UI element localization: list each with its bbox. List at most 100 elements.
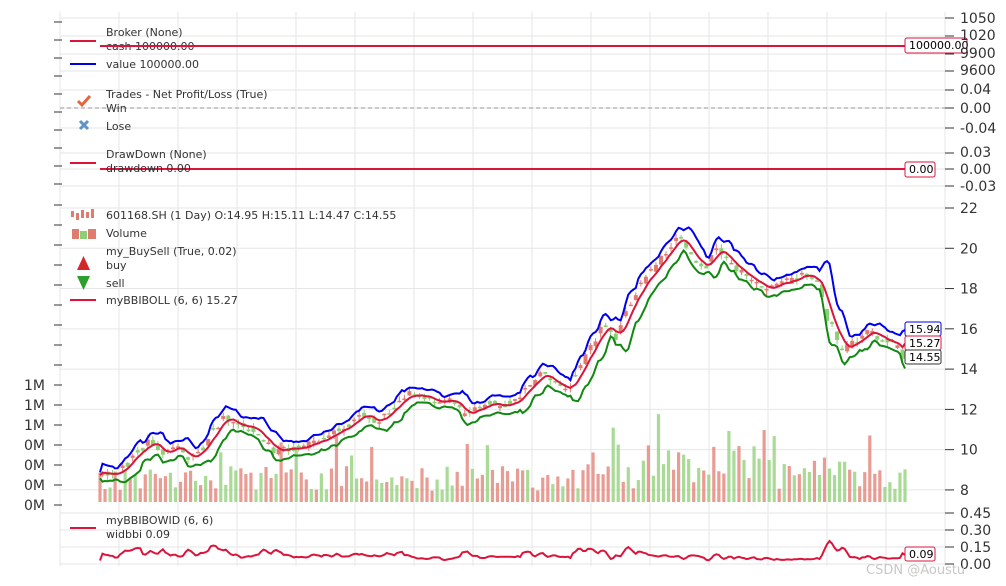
candle-body	[397, 400, 402, 403]
candle-body	[326, 435, 331, 438]
volume-bar	[455, 471, 459, 502]
volume-bar	[858, 486, 862, 502]
candle-body	[266, 442, 271, 444]
price-tick-label: 8	[960, 483, 969, 499]
sell-triangle-icon	[77, 276, 90, 290]
price-tick-label: 22	[960, 201, 978, 217]
candle-body	[372, 417, 377, 423]
candle-body	[633, 295, 638, 301]
price-tick-label: 20	[960, 241, 978, 257]
drawdown-panel: DrawDown (None) drawdown 0.00 0.00 0.03 …	[70, 145, 996, 195]
volume-bar	[309, 489, 313, 502]
volume-bar	[767, 460, 771, 502]
candle-body	[367, 417, 372, 420]
candle-body	[638, 282, 643, 285]
candle-body	[749, 279, 754, 282]
volume-bar	[188, 470, 193, 502]
volume-bar	[515, 468, 520, 502]
candle-body	[422, 395, 427, 400]
volume-bar	[360, 478, 364, 502]
candle-body	[618, 325, 623, 333]
drawdown-ytick--0.03: -0.03	[960, 179, 996, 195]
candle-body	[699, 263, 704, 267]
sell-legend-text: sell	[106, 277, 125, 290]
volume-bar	[118, 489, 122, 502]
volume-bar	[490, 469, 495, 502]
candle-body	[528, 385, 533, 387]
candle-body	[714, 248, 719, 251]
candle-body	[523, 388, 528, 390]
candle-body	[724, 256, 729, 259]
volume-bar	[611, 427, 615, 502]
volume-bar	[606, 466, 610, 502]
volume-bar	[827, 468, 832, 502]
volume-bar	[229, 466, 233, 502]
width-ytick-0.15: 0.15	[960, 540, 991, 556]
candle-body	[487, 401, 492, 405]
volume-legend-icon	[72, 229, 96, 239]
volume-bar	[772, 436, 776, 502]
volume-bar	[380, 482, 384, 502]
price-tick-label: 12	[960, 402, 978, 418]
candle-body	[387, 413, 392, 415]
candle-body	[558, 383, 563, 386]
volume-bar	[641, 460, 645, 502]
volume-bar	[576, 488, 580, 502]
volume-bar	[435, 479, 439, 502]
volume-bar	[636, 480, 640, 502]
volume-bar	[334, 435, 339, 502]
volume-bars	[98, 414, 907, 502]
volume-legend-text: Volume	[106, 227, 147, 240]
drawdown-last-value-text: 0.00	[909, 163, 934, 176]
volume-bar	[566, 478, 570, 502]
volume-bar	[682, 454, 686, 502]
volume-bar	[148, 469, 152, 502]
candle-body	[648, 269, 653, 271]
volume-bar	[666, 450, 671, 502]
volume-bar	[742, 459, 746, 502]
volume-bar	[903, 469, 907, 502]
candle-body	[160, 449, 165, 455]
price-tick-label: 14	[960, 362, 978, 378]
candle-body	[296, 445, 301, 449]
volume-bar	[621, 481, 625, 502]
candle-body	[860, 335, 865, 339]
candle-body	[357, 415, 362, 417]
candle-body	[261, 439, 266, 442]
candle-body	[885, 337, 890, 343]
candle-body	[799, 272, 804, 275]
volume-bar	[183, 472, 188, 502]
volume-bar	[601, 474, 605, 502]
volume-bar	[546, 475, 550, 502]
volume-bar	[656, 414, 661, 502]
broker-ytick-9900: 9900	[960, 46, 996, 62]
volume-bar	[485, 445, 490, 502]
volume-bar	[651, 475, 656, 502]
candle-body	[306, 441, 311, 449]
broker-legend-value: value 100000.00	[106, 58, 199, 71]
candle-body	[437, 402, 442, 404]
volume-bar	[113, 471, 117, 502]
width-panel: myBBIBOWID (6, 6) widbbi 0.09 0.09 0.45 …	[70, 506, 991, 573]
volume-bar	[717, 471, 721, 502]
volume-left-axis: 1M 1M 1M 0M 0M 0M 0M	[24, 378, 62, 514]
volume-bar	[304, 479, 308, 502]
volume-tick-label: 1M	[24, 418, 45, 434]
candle-body	[794, 278, 799, 281]
volume-bar	[234, 470, 238, 502]
candle-body	[694, 260, 699, 263]
volume-bar	[817, 474, 822, 502]
volume-bar	[344, 466, 349, 502]
volume-bar	[133, 474, 137, 502]
ohlc-legend-icon	[71, 209, 94, 220]
volume-tick-label: 0M	[24, 438, 45, 454]
volume-tick-label: 0M	[24, 478, 45, 494]
volume-bar	[802, 468, 806, 502]
volume-bar	[797, 474, 801, 502]
candle-body	[347, 424, 352, 428]
candle-body	[814, 280, 819, 282]
candle-body	[518, 397, 523, 400]
volume-bar	[420, 468, 424, 502]
volume-bar	[888, 482, 892, 502]
